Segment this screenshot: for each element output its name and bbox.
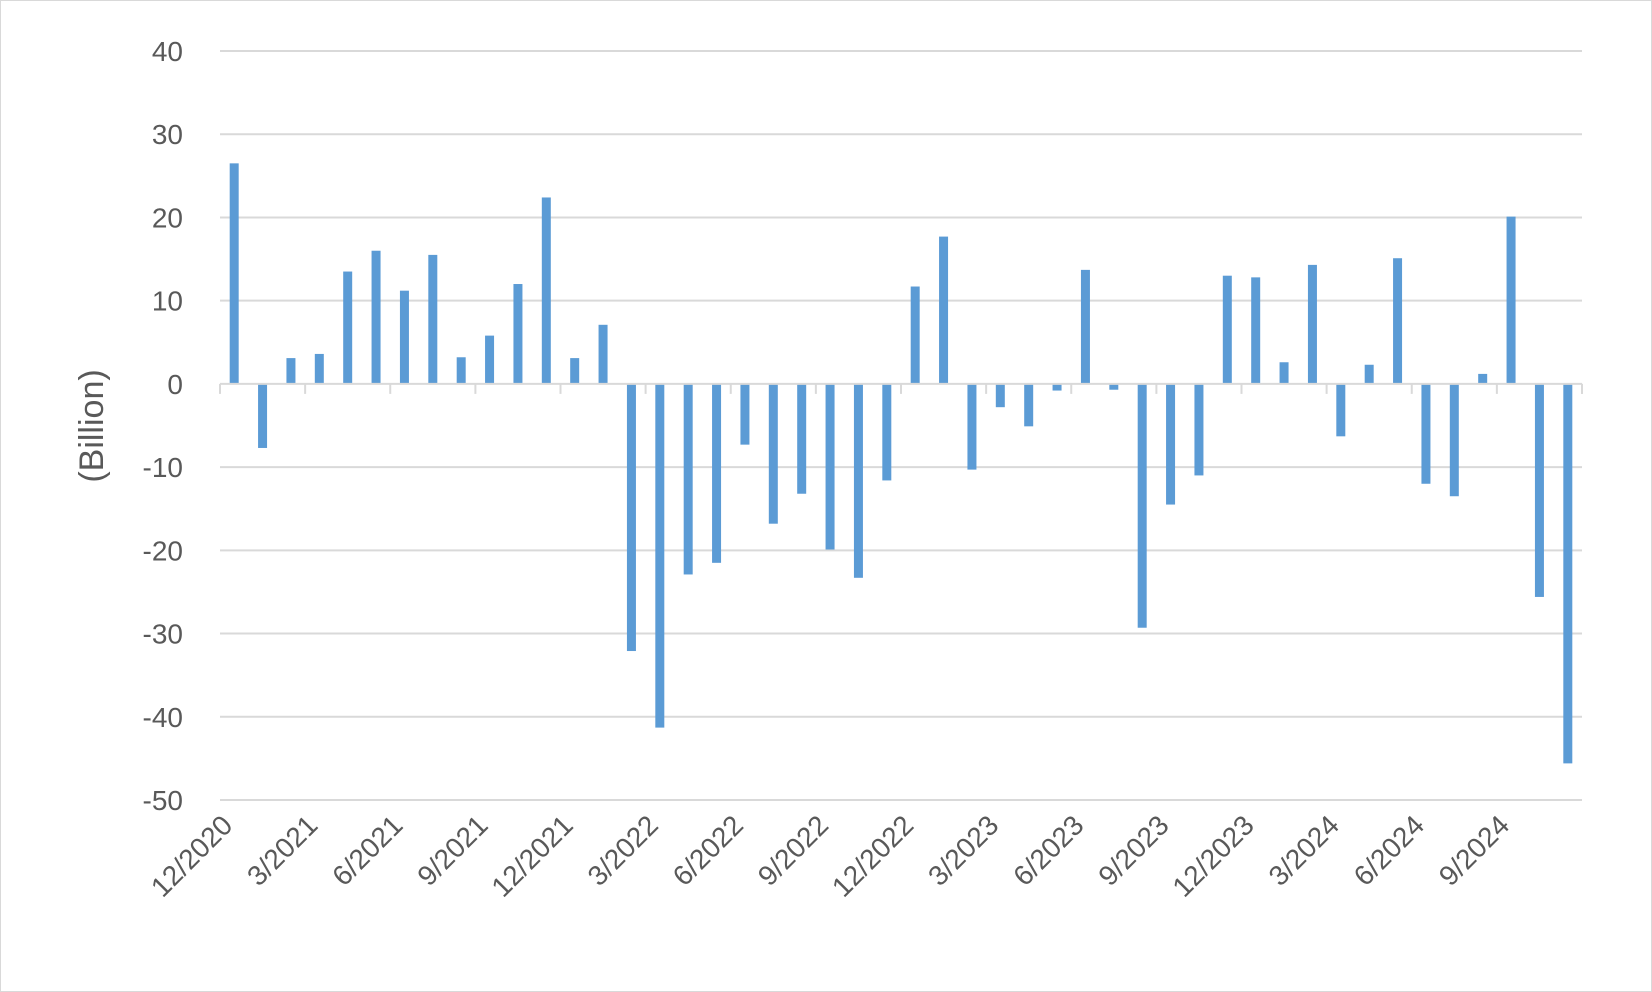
bar bbox=[712, 383, 722, 563]
bar bbox=[1251, 277, 1261, 384]
bar bbox=[853, 383, 863, 578]
bar bbox=[1024, 383, 1034, 427]
bar bbox=[1506, 216, 1516, 384]
y-tick-label: 10 bbox=[152, 286, 183, 317]
bar bbox=[399, 290, 409, 384]
x-tick-label: 9/2021 bbox=[411, 809, 493, 891]
y-tick-label: -30 bbox=[143, 619, 183, 650]
bar bbox=[1563, 383, 1573, 764]
bar bbox=[343, 271, 353, 384]
bar bbox=[740, 383, 750, 445]
x-axis bbox=[219, 382, 1583, 394]
bar bbox=[1421, 383, 1431, 484]
x-tick-label: 3/2024 bbox=[1263, 809, 1345, 891]
bar bbox=[1307, 264, 1317, 384]
x-tick-label: 9/2022 bbox=[752, 809, 834, 891]
y-tick-label: 20 bbox=[152, 202, 183, 233]
y-tick-labels: 40 30 20 10 0 -10 -20 -30 -40 -50 bbox=[143, 36, 183, 816]
y-tick-label: 30 bbox=[152, 119, 183, 150]
x-tick-label: 12/2023 bbox=[1166, 809, 1259, 902]
bar bbox=[626, 383, 636, 652]
x-tick-label: 9/2024 bbox=[1433, 809, 1515, 891]
bar bbox=[1534, 383, 1544, 597]
bar bbox=[1080, 269, 1090, 384]
bar bbox=[513, 284, 523, 384]
bar bbox=[1364, 364, 1374, 384]
x-tick-label: 3/2023 bbox=[922, 809, 1004, 891]
bar bbox=[1393, 258, 1403, 384]
bar bbox=[570, 358, 580, 384]
y-tick-label: -20 bbox=[143, 535, 183, 566]
bar bbox=[1166, 383, 1176, 505]
bar bbox=[1194, 383, 1204, 476]
bar bbox=[768, 383, 778, 524]
bar bbox=[456, 357, 466, 384]
bar bbox=[825, 383, 835, 550]
y-tick-label: 40 bbox=[152, 36, 183, 67]
bar bbox=[428, 254, 438, 384]
x-tick-label: 12/2020 bbox=[145, 809, 238, 902]
bar bbox=[1336, 383, 1346, 437]
bar bbox=[371, 250, 381, 384]
bar bbox=[286, 358, 296, 384]
bar bbox=[229, 163, 239, 384]
x-tick-label: 9/2023 bbox=[1092, 809, 1174, 891]
x-tick-label: 6/2023 bbox=[1007, 809, 1089, 891]
bar bbox=[541, 197, 551, 384]
x-tick-label: 6/2024 bbox=[1348, 809, 1430, 891]
bar bbox=[939, 236, 949, 384]
x-tick-label: 12/2021 bbox=[485, 809, 578, 902]
bar bbox=[485, 335, 495, 384]
x-tick-label: 6/2022 bbox=[667, 809, 749, 891]
bar bbox=[1137, 383, 1147, 628]
y-tick-label: -50 bbox=[143, 785, 183, 816]
bar bbox=[1052, 383, 1062, 391]
x-tick-label: 3/2022 bbox=[582, 809, 664, 891]
y-axis-title: (Billion) bbox=[73, 369, 111, 482]
bar bbox=[1109, 383, 1119, 390]
bar bbox=[995, 383, 1005, 408]
bar bbox=[655, 383, 665, 728]
y-tick-label: -10 bbox=[143, 452, 183, 483]
bar bbox=[1222, 275, 1232, 384]
bar bbox=[967, 383, 977, 470]
y-tick-label: 0 bbox=[167, 369, 183, 400]
gridlines bbox=[220, 50, 1582, 801]
bar bbox=[598, 324, 608, 384]
bar bbox=[797, 383, 807, 494]
x-tick-label: 3/2021 bbox=[241, 809, 323, 891]
bar bbox=[882, 383, 892, 481]
x-tick-label: 6/2021 bbox=[326, 809, 408, 891]
x-tick-label: 12/2022 bbox=[826, 809, 919, 902]
bar bbox=[314, 353, 324, 384]
bar bbox=[910, 286, 920, 384]
bar bbox=[1449, 383, 1459, 497]
bar bbox=[683, 383, 693, 575]
bar bbox=[1478, 373, 1488, 384]
y-tick-label: -40 bbox=[143, 702, 183, 733]
bar bbox=[1279, 362, 1289, 384]
bars bbox=[229, 163, 1573, 764]
bar bbox=[258, 383, 268, 448]
